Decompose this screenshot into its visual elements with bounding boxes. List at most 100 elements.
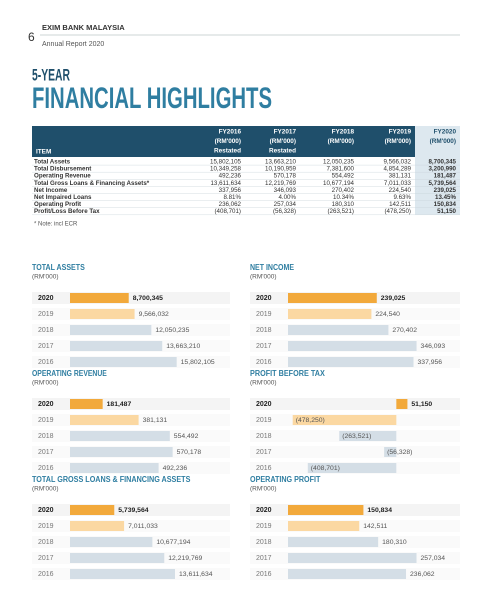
category-label: 2016 bbox=[256, 465, 272, 472]
value-label: 9,566,032 bbox=[139, 311, 169, 318]
bar bbox=[70, 325, 152, 335]
value-label: 236,062 bbox=[410, 571, 435, 578]
bar bbox=[70, 341, 163, 351]
category-label: 2017 bbox=[256, 343, 272, 350]
row-band bbox=[250, 446, 460, 458]
table-cell: Net Income bbox=[34, 187, 68, 194]
category-label: 2017 bbox=[38, 343, 54, 350]
table-cell: 142,511 bbox=[389, 201, 411, 208]
table-cell: Total Disbursement bbox=[34, 166, 91, 173]
chart-title: NET INCOME bbox=[250, 263, 295, 272]
bar bbox=[288, 357, 414, 367]
table-cell: 51,150 bbox=[437, 208, 456, 215]
value-label: 257,034 bbox=[421, 555, 446, 562]
bar bbox=[70, 309, 135, 319]
table-cell: 7,381,600 bbox=[326, 166, 354, 173]
chart-unit: (RM'000) bbox=[32, 380, 59, 387]
category-label: 2016 bbox=[38, 465, 54, 472]
table-cell: 4.00% bbox=[278, 194, 296, 201]
category-label: 2017 bbox=[256, 555, 272, 562]
bar bbox=[288, 505, 364, 515]
chart-unit: (RM'000) bbox=[32, 486, 59, 493]
bar bbox=[70, 505, 115, 515]
value-label: 181,487 bbox=[107, 401, 132, 408]
title-line1: 5-YEAR bbox=[32, 65, 70, 84]
bar bbox=[396, 399, 408, 409]
category-label: 2019 bbox=[38, 417, 54, 424]
table-cell: 12,219,769 bbox=[265, 180, 297, 187]
bar bbox=[70, 399, 103, 409]
column-header: (RM'000) bbox=[215, 138, 241, 145]
value-label: 142,511 bbox=[363, 523, 387, 530]
bar bbox=[70, 447, 173, 457]
category-label: 2019 bbox=[38, 523, 54, 530]
table-cell: 239,025 bbox=[434, 187, 457, 194]
value-label: 13,611,634 bbox=[179, 571, 213, 578]
bar bbox=[288, 537, 379, 547]
table-cell: 381,131 bbox=[389, 173, 412, 180]
category-label: 2019 bbox=[256, 311, 272, 318]
value-label: 10,677,194 bbox=[156, 539, 190, 546]
category-label: 2016 bbox=[38, 359, 54, 366]
chart-unit: (RM'000) bbox=[250, 274, 277, 281]
table-cell: Total Assets bbox=[34, 158, 71, 165]
table-cell: 15,802,105 bbox=[210, 158, 242, 165]
value-label: (478,250) bbox=[296, 417, 325, 424]
column-header: (RM'000) bbox=[328, 138, 354, 145]
chart-unit: (RM'000) bbox=[250, 486, 277, 493]
bar bbox=[288, 553, 417, 563]
category-label: 2017 bbox=[38, 555, 54, 562]
bar bbox=[70, 537, 153, 547]
bar bbox=[70, 357, 177, 367]
table-cell: 570,178 bbox=[274, 173, 297, 180]
bar bbox=[70, 293, 129, 303]
table-cell: Total Gross Loans & Financing Assets* bbox=[34, 180, 150, 187]
category-label: 2017 bbox=[38, 449, 54, 456]
table-cell: 346,093 bbox=[274, 187, 297, 194]
table-cell: 13,611,634 bbox=[210, 180, 241, 187]
table-cell: 270,402 bbox=[332, 187, 355, 194]
table-cell: 13.45% bbox=[435, 194, 456, 201]
bar bbox=[307, 463, 397, 473]
table-cell: 9.63% bbox=[393, 194, 411, 201]
category-label: 2020 bbox=[38, 507, 54, 514]
value-label: 5,739,564 bbox=[118, 507, 148, 514]
column-header: Restated bbox=[214, 148, 241, 155]
value-label: 554,492 bbox=[174, 433, 199, 440]
value-label: (263,521) bbox=[342, 433, 371, 440]
bar bbox=[288, 325, 389, 335]
chart-unit: (RM'000) bbox=[32, 274, 59, 281]
bar bbox=[70, 415, 139, 425]
value-label: 12,050,235 bbox=[155, 327, 189, 334]
bar bbox=[288, 293, 377, 303]
column-header: (RM'000) bbox=[385, 138, 411, 145]
value-label: 8,700,345 bbox=[133, 295, 163, 302]
table-cell: 8.81% bbox=[223, 194, 241, 201]
value-label: 7,011,033 bbox=[128, 523, 158, 530]
chart-unit: (RM'000) bbox=[250, 380, 277, 387]
table-cell: Operating Profit bbox=[34, 201, 81, 208]
category-label: 2019 bbox=[38, 311, 54, 318]
category-label: 2018 bbox=[38, 539, 54, 546]
column-header: FY2017 bbox=[274, 129, 297, 136]
table-cell: 492,236 bbox=[219, 173, 242, 180]
category-label: 2019 bbox=[256, 523, 272, 530]
bar bbox=[288, 309, 372, 319]
value-label: 51,150 bbox=[411, 401, 432, 408]
value-label: 381,131 bbox=[143, 417, 168, 424]
table-cell: (263,521) bbox=[328, 208, 355, 215]
chart-title: OPERATING REVENUE bbox=[32, 369, 107, 378]
table-cell: 236,062 bbox=[219, 201, 242, 208]
bar bbox=[70, 553, 165, 563]
chart-title: TOTAL ASSETS bbox=[32, 263, 85, 272]
column-header: FY2018 bbox=[332, 129, 355, 136]
value-label: 180,310 bbox=[382, 539, 407, 546]
table-cell: 13,663,210 bbox=[265, 158, 297, 165]
row-band bbox=[250, 398, 460, 410]
column-header: (RM'000) bbox=[430, 138, 456, 145]
table-cell: 10,349,258 bbox=[210, 166, 242, 173]
value-label: (56,328) bbox=[387, 449, 412, 456]
category-label: 2020 bbox=[256, 295, 272, 302]
category-label: 2018 bbox=[256, 327, 272, 334]
table-cell: (478,250) bbox=[385, 208, 412, 215]
